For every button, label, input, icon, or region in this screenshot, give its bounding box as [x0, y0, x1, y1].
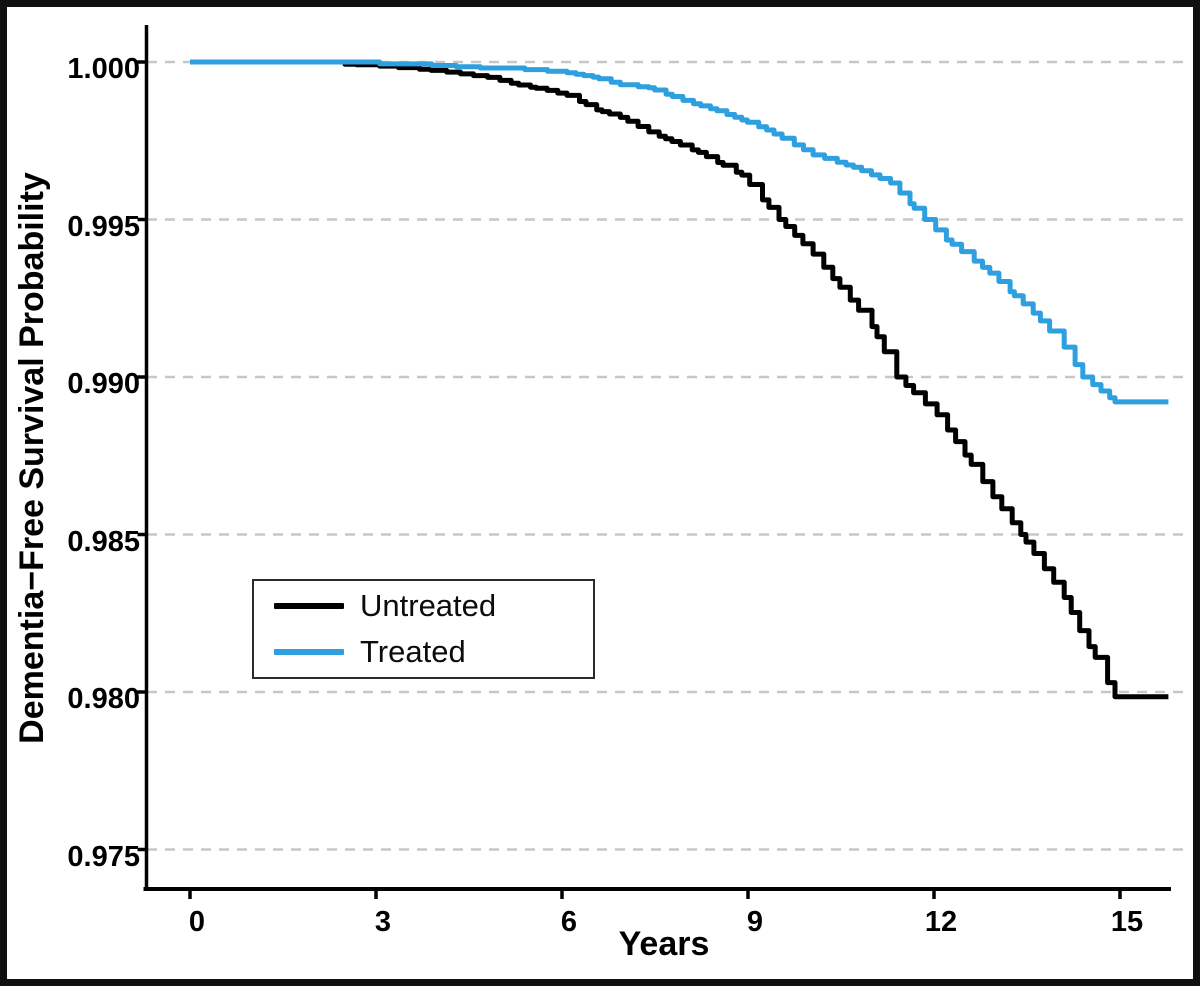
legend-item-untreated: Untreated — [274, 586, 593, 626]
y-tick-label: 0.990 — [67, 368, 140, 400]
x-tick-label: 9 — [746, 906, 764, 938]
x-tick-label: 15 — [1110, 906, 1144, 938]
x-tick-label: 3 — [374, 906, 392, 938]
untreated-line-swatch — [274, 603, 344, 610]
legend-label-treated: Treated — [360, 633, 466, 669]
treated-line-swatch — [274, 648, 344, 655]
x-tick-label: 12 — [924, 906, 958, 938]
y-axis-title: Dementia−Free Survival Probability — [13, 172, 51, 744]
survival-curve-treated — [190, 59, 1169, 405]
legend: Untreated Treated — [252, 579, 595, 679]
y-tick-label: 1.000 — [67, 53, 140, 85]
x-tick-label: 0 — [188, 906, 206, 938]
y-tick-label: 0.995 — [67, 210, 140, 243]
y-tick-label: 0.980 — [67, 683, 140, 715]
y-tick-label: 0.975 — [67, 840, 140, 873]
kaplan-meier-chart — [137, 25, 1188, 899]
x-axis-title: Years — [618, 925, 710, 963]
legend-label-untreated: Untreated — [360, 588, 497, 624]
y-tick-label: 0.985 — [67, 525, 140, 558]
x-tick-label: 6 — [560, 906, 578, 938]
survival-curve-untreated — [190, 59, 1169, 700]
legend-item-treated: Treated — [274, 632, 593, 672]
